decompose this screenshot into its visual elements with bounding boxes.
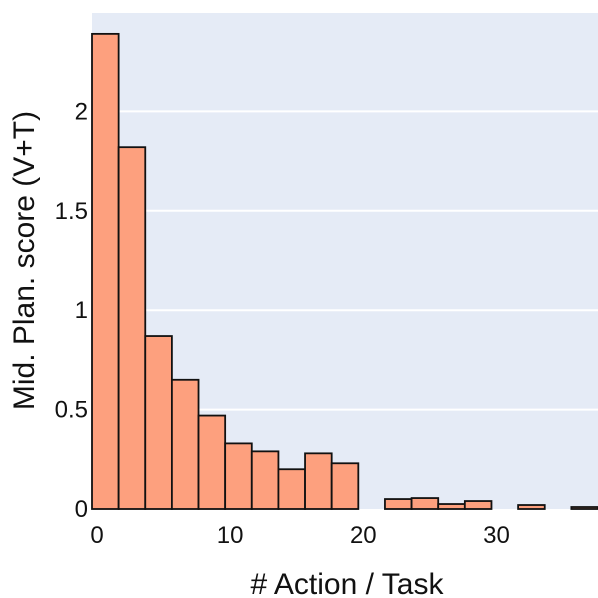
- bars: [91, 32, 598, 510]
- x-axis-title: # Action / Task: [251, 568, 445, 598]
- x-tick-label: 0: [90, 522, 103, 549]
- histogram-bar: [197, 414, 227, 510]
- y-tick-label: 2: [75, 98, 88, 125]
- histogram-bar: [91, 32, 120, 510]
- histogram-bar: [277, 468, 306, 510]
- histogram-bar: [437, 503, 466, 510]
- histogram-bar: [410, 497, 440, 510]
- histogram-bar: [330, 462, 360, 510]
- y-tick-label: 0.5: [55, 397, 88, 424]
- histogram-bar: [224, 442, 253, 510]
- y-tick-label: 1.5: [55, 198, 88, 225]
- x-tick-label: 10: [217, 522, 244, 549]
- y-tick-label: 0: [75, 496, 88, 523]
- x-tick-label: 30: [483, 522, 510, 549]
- histogram-bar: [570, 506, 598, 510]
- x-tick-label: 20: [350, 522, 377, 549]
- histogram-bar: [384, 498, 413, 510]
- histogram-bar: [517, 504, 546, 510]
- histogram-bar: [117, 146, 147, 510]
- histogram-bar: [144, 335, 173, 510]
- histogram-bar: [304, 452, 333, 510]
- histogram-bar: [170, 378, 200, 510]
- y-axis-ticks: 0 0.5 1 1.5 2: [55, 98, 88, 523]
- y-tick-label: 1: [75, 297, 88, 324]
- histogram-bar: [463, 500, 493, 510]
- histogram-bar: [250, 450, 280, 510]
- x-axis-ticks: 0 10 20 30: [90, 522, 510, 549]
- y-axis-title: Mid. Plan. score (V+T): [8, 111, 41, 410]
